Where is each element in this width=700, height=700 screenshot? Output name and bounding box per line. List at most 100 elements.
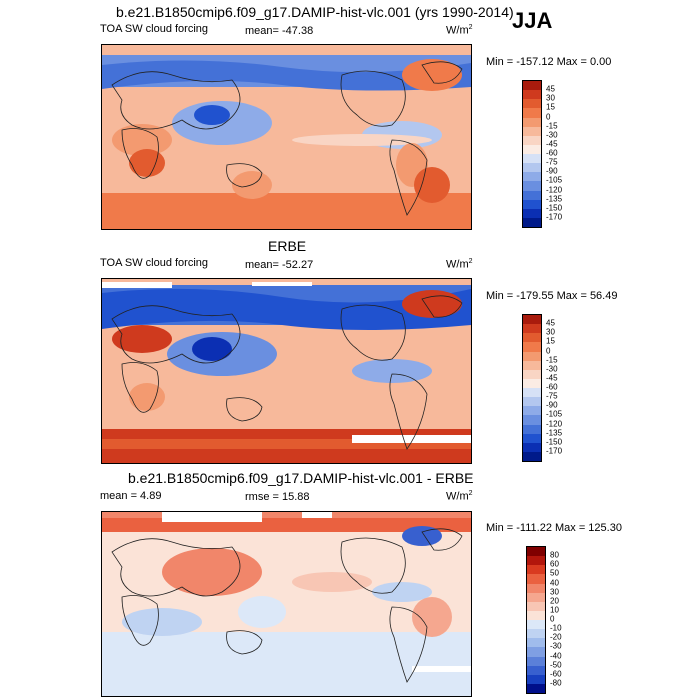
colorbar-cell: [523, 81, 541, 91]
colorbar-level-label: -170: [546, 212, 563, 222]
colorbar-level-label: 0: [546, 112, 551, 121]
panel-3-mean-label: mean = 4.89: [100, 490, 162, 502]
colorbar-cell: [527, 665, 545, 675]
colorbar-cell: [527, 547, 545, 557]
colorbar-level-label: -150: [546, 203, 563, 213]
colorbar-level-label: 0: [546, 346, 551, 355]
colorbar-level-label: -30: [550, 641, 562, 651]
colorbar-level-label: -80: [550, 678, 562, 688]
panel-1-map: [101, 44, 472, 230]
colorbar-level-label: -15: [546, 355, 558, 365]
panel-2-mean-label: mean= -52.27: [245, 259, 314, 271]
colorbar-cell: [527, 601, 545, 611]
colorbar-cell: [523, 135, 541, 145]
colorbar-cell: [523, 144, 541, 154]
colorbar-level-label: 20: [550, 596, 559, 606]
colorbar-cell: [527, 583, 545, 593]
panel-1-units: W/m2: [446, 24, 473, 37]
panel-3-rmse-label: rmse = 15.88: [245, 491, 310, 503]
colorbar-level-label: -90: [546, 166, 558, 176]
colorbar-cell: [523, 369, 541, 379]
colorbar-cell: [523, 442, 541, 452]
colorbar-level-label: 80: [550, 550, 559, 560]
colorbar-cell: [523, 451, 541, 461]
colorbar-level-label: -15: [546, 121, 558, 131]
colorbar-level-label: 10: [550, 605, 559, 615]
panel-1-title: b.e21.B1850cmip6.f09_g17.DAMIP-hist-vlc.…: [116, 4, 514, 20]
colorbar-level-label: -60: [546, 148, 558, 158]
colorbar-cell: [523, 397, 541, 407]
colorbar-cell: [523, 333, 541, 343]
panel-2-left-label: TOA SW cloud forcing: [100, 257, 209, 269]
panel-2-minmax: Min = -179.55 Max = 56.49: [486, 290, 618, 302]
colorbar-level-label: 15: [546, 102, 555, 112]
colorbar-level-label: -105: [546, 175, 563, 185]
colorbar-level-label: -60: [550, 669, 562, 679]
colorbar-cell: [523, 433, 541, 443]
colorbar-level-label: 30: [546, 327, 555, 337]
panel-3-minmax: Min = -111.22 Max = 125.30: [486, 522, 622, 534]
colorbar-cell: [527, 620, 545, 630]
colorbar-level-label: 30: [550, 587, 559, 597]
panel-2-map: [101, 278, 472, 464]
colorbar-level-label: 50: [550, 568, 559, 578]
colorbar-level-label: -135: [546, 194, 563, 204]
colorbar-cell: [523, 360, 541, 370]
colorbar-cell: [523, 217, 541, 227]
colorbar-cell: [523, 424, 541, 434]
colorbar-cell: [527, 683, 545, 693]
colorbar-cell: [523, 378, 541, 388]
panel-3-colorbar: [526, 546, 546, 694]
panel-1-minmax: Min = -157.12 Max = 0.00: [486, 56, 612, 68]
colorbar-level-label: -30: [546, 364, 558, 374]
colorbar-level-label: -135: [546, 428, 563, 438]
colorbar-cell: [523, 99, 541, 109]
panel-2-colorbar: [522, 314, 542, 462]
colorbar-cell: [523, 342, 541, 352]
panel-2-units: W/m2: [446, 258, 473, 271]
colorbar-cell: [523, 90, 541, 100]
colorbar-level-label: -105: [546, 409, 563, 419]
colorbar-level-label: 45: [546, 318, 555, 328]
colorbar-level-label: 15: [546, 336, 555, 346]
colorbar-level-label: -60: [546, 382, 558, 392]
colorbar-cell: [523, 108, 541, 118]
colorbar-level-label: 30: [546, 93, 555, 103]
panel-3-title: b.e21.B1850cmip6.f09_g17.DAMIP-hist-vlc.…: [128, 470, 474, 486]
colorbar-cell: [527, 647, 545, 657]
panel-2-title: ERBE: [268, 238, 307, 254]
colorbar-level-label: -50: [550, 660, 562, 670]
colorbar-level-label: -170: [546, 446, 563, 456]
colorbar-cell: [527, 565, 545, 575]
colorbar-level-label: -150: [546, 437, 563, 447]
colorbar-level-label: 40: [550, 578, 559, 587]
colorbar-cell: [523, 208, 541, 218]
colorbar-cell: [523, 406, 541, 416]
colorbar-cell: [527, 656, 545, 666]
colorbar-level-label: -120: [546, 419, 563, 428]
colorbar-cell: [527, 629, 545, 639]
panel-1-colorbar: [522, 80, 542, 228]
panel-1-mean-label: mean= -47.38: [245, 25, 314, 37]
colorbar-cell: [527, 638, 545, 648]
colorbar-cell: [523, 117, 541, 127]
colorbar-cell: [523, 199, 541, 209]
panel-1-left-label: TOA SW cloud forcing: [100, 23, 209, 35]
colorbar-level-label: -90: [546, 400, 558, 410]
colorbar-cell: [523, 388, 541, 398]
panel-3-units: W/m2: [446, 490, 473, 503]
colorbar-cell: [527, 610, 545, 620]
colorbar-level-label: -10: [550, 623, 562, 633]
colorbar-level-label: -120: [546, 185, 563, 194]
colorbar-level-label: 45: [546, 84, 555, 94]
colorbar-level-label: -20: [550, 632, 562, 642]
colorbar-cell: [523, 126, 541, 136]
season-label: JJA: [512, 8, 553, 33]
colorbar-level-label: -40: [550, 651, 562, 660]
colorbar-level-label: 60: [550, 559, 559, 569]
colorbar-cell: [527, 574, 545, 584]
colorbar-cell: [527, 674, 545, 684]
colorbar-level-label: -45: [546, 139, 558, 149]
colorbar-level-label: -75: [546, 157, 558, 167]
colorbar-cell: [523, 181, 541, 191]
